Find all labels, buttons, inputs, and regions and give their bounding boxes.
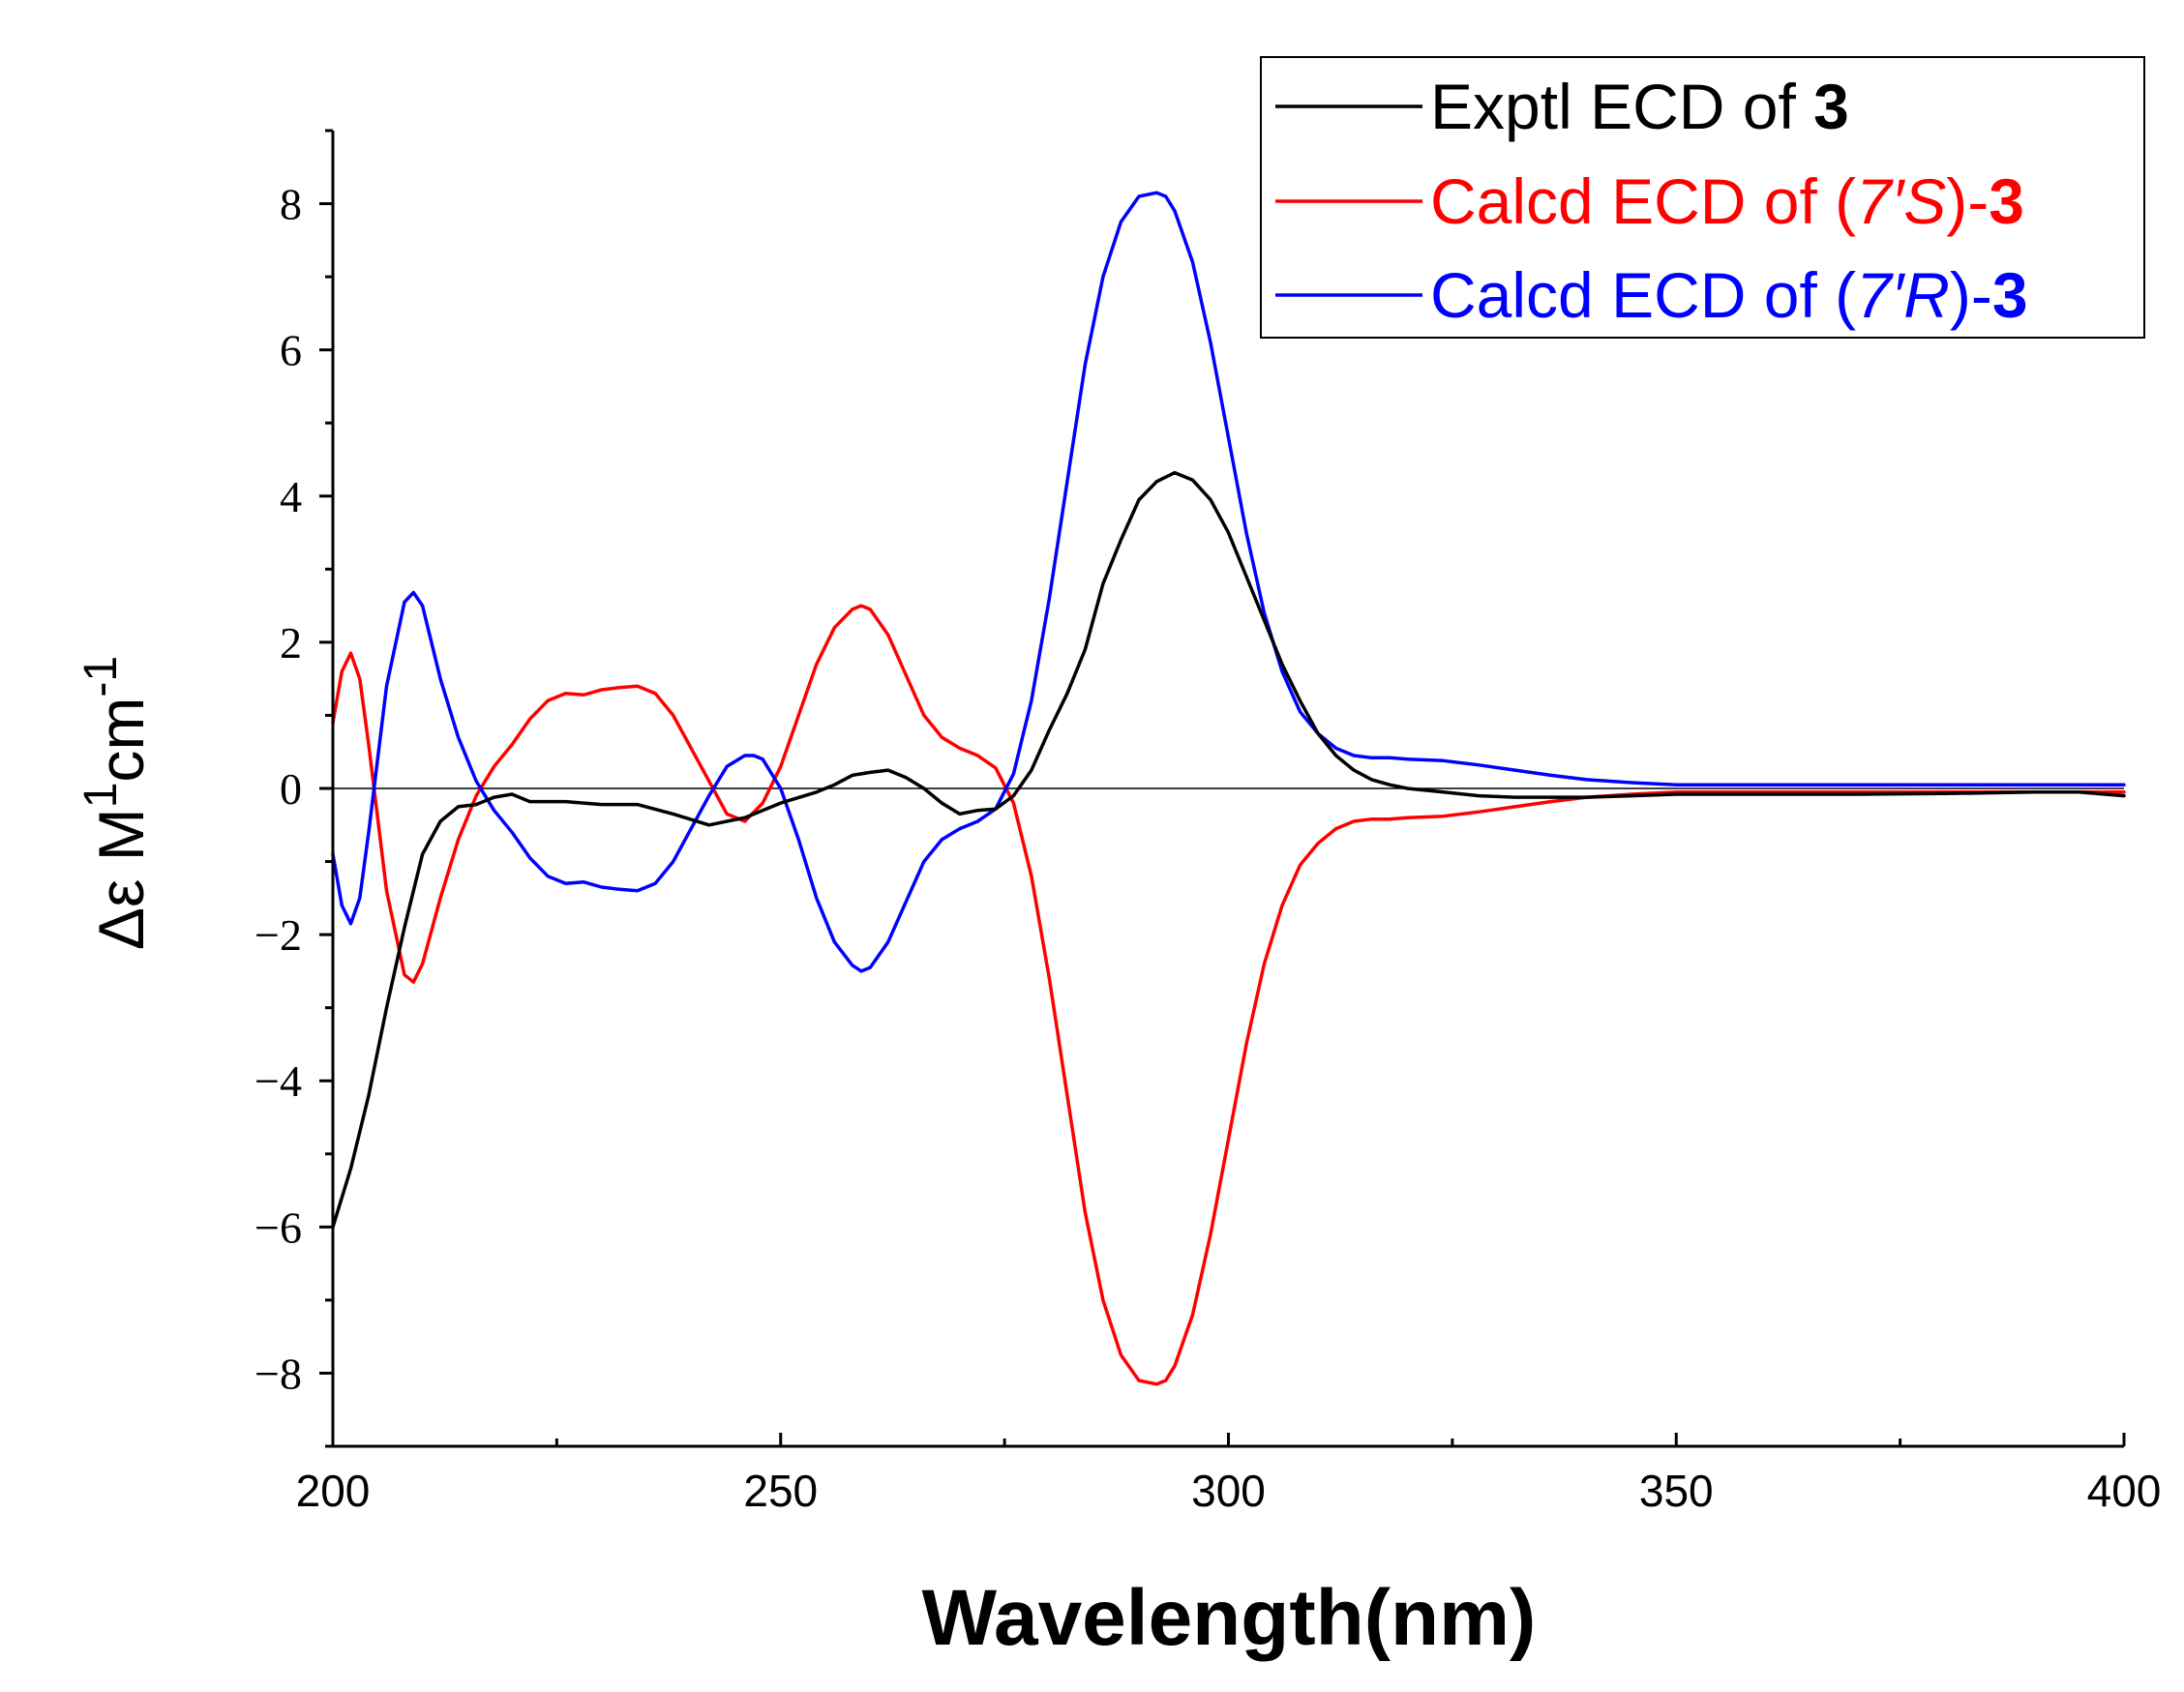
y-tick-label: 4 [280, 472, 302, 521]
y-axis-label-sup2: -1 [75, 656, 127, 698]
y-tick-label: 8 [280, 180, 302, 229]
axes: 200 250 300 350 400 −8 −6 −4 −2 0 2 4 6 8 [254, 129, 2162, 1516]
legend-label-part: 3 [1989, 165, 2024, 237]
legend-label-part: )- [1946, 165, 1989, 237]
legend-label-part: )- [1950, 259, 1992, 331]
x-tick-label: 200 [296, 1466, 371, 1516]
plot-area [331, 191, 2126, 1386]
x-tick-label: 400 [2087, 1466, 2162, 1516]
legend-label: Exptl ECD of 3 [1430, 71, 1849, 142]
series-line-calcd-7r [331, 191, 2126, 973]
y-tick-label: −4 [254, 1056, 302, 1106]
x-axis-label: Wavelength(nm) [922, 1574, 1537, 1662]
series-line-calcd-7s [331, 604, 2126, 1386]
x-tick-label: 250 [743, 1466, 818, 1516]
legend-label: Calcd ECD of (7′R)-3 [1430, 259, 2028, 331]
legend-label-part: 3 [1813, 71, 1849, 142]
y-axis-label-mid: cm [85, 698, 157, 783]
legend-label-part: 7′R [1856, 259, 1950, 331]
y-tick-label: 2 [280, 618, 302, 668]
y-tick-label: −2 [254, 910, 302, 960]
legend-label-part: Calcd ECD of ( [1430, 259, 1856, 331]
legend-label-part: 7′S [1856, 165, 1946, 237]
y-tick-label: 6 [280, 326, 302, 375]
y-tick-label: −8 [254, 1349, 302, 1398]
x-tick-label: 300 [1191, 1466, 1266, 1516]
legend-label: Calcd ECD of (7′S)-3 [1430, 165, 2024, 237]
y-tick-label: −6 [254, 1202, 302, 1252]
legend-box [1260, 56, 2145, 339]
legend-label-part: Calcd ECD of ( [1430, 165, 1856, 237]
legend-label-part: 3 [1992, 259, 2028, 331]
y-axis-label: Δε M1cm-1 [75, 656, 157, 950]
x-tick-label: 350 [1639, 1466, 1714, 1516]
series-line-exptl [331, 470, 2126, 1230]
y-tick-label: 0 [280, 764, 302, 814]
y-axis-label-prefix: Δε M [85, 808, 157, 950]
legend-label-part: Exptl ECD of [1430, 71, 1813, 142]
y-axis-label-sup1: 1 [75, 783, 127, 809]
